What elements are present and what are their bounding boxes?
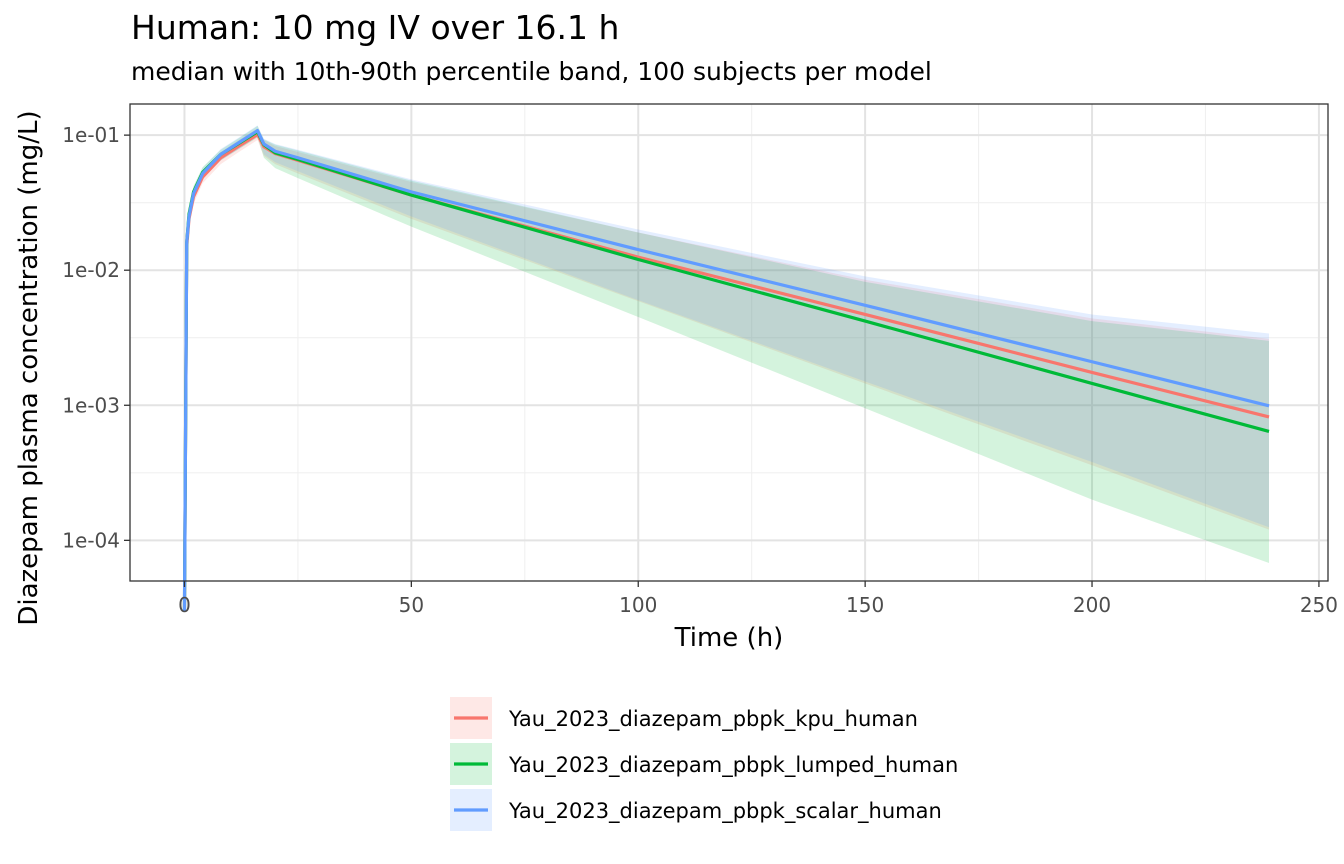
y-tick-label: 1e-02 — [62, 258, 120, 282]
y-tick-label: 1e-04 — [62, 528, 120, 552]
legend: Yau_2023_diazepam_pbpk_kpu_human Yau_2023… — [450, 697, 958, 831]
chart-title: Human: 10 mg IV over 16.1 h — [131, 8, 620, 47]
plot-panel — [130, 104, 1328, 581]
x-tick-label: 0 — [178, 593, 191, 617]
x-tick-label: 100 — [619, 593, 657, 617]
axis-layer: 0 50 100 150 200 250 1e-04 1e-03 1e-02 1e-01 — [62, 123, 1338, 617]
band-layer — [184, 125, 1270, 611]
y-axis-title: Diazepam plasma concentration (mg/L) — [14, 110, 44, 625]
x-tick-label: 50 — [399, 593, 424, 617]
legend-label: Yau_2023_diazepam_pbpk_lumped_human — [508, 753, 958, 778]
x-tick-label: 250 — [1300, 593, 1338, 617]
legend-label: Yau_2023_diazepam_pbpk_scalar_human — [508, 799, 942, 824]
percentile-band — [184, 128, 1270, 611]
median-line — [182, 129, 1270, 611]
x-axis-title: Time (h) — [674, 623, 784, 653]
chart-subtitle: median with 10th-90th percentile band, 1… — [131, 57, 932, 86]
plot-border — [129, 103, 1329, 582]
y-tick-label: 1e-03 — [62, 393, 120, 417]
y-tick-label: 1e-01 — [62, 123, 120, 147]
percentile-band — [184, 125, 1270, 611]
x-tick-label: 200 — [1073, 593, 1111, 617]
legend-label: Yau_2023_diazepam_pbpk_kpu_human — [508, 707, 918, 732]
line-layer — [182, 129, 1270, 611]
percentile-band — [184, 125, 1270, 611]
x-tick-label: 150 — [846, 593, 884, 617]
